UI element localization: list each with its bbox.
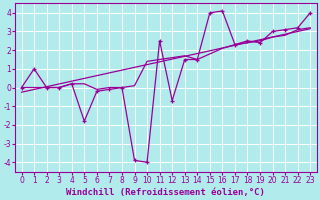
X-axis label: Windchill (Refroidissement éolien,°C): Windchill (Refroidissement éolien,°C) xyxy=(67,188,265,197)
